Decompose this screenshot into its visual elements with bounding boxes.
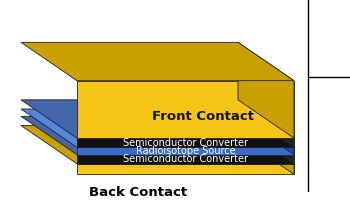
Polygon shape <box>238 126 294 174</box>
Text: Semiconductor Converter: Semiconductor Converter <box>123 138 248 148</box>
Text: Front Contact: Front Contact <box>152 110 254 123</box>
Polygon shape <box>21 109 294 147</box>
Polygon shape <box>21 100 294 138</box>
Polygon shape <box>77 155 294 164</box>
Polygon shape <box>21 116 294 155</box>
Polygon shape <box>21 42 294 81</box>
Polygon shape <box>77 81 294 138</box>
Polygon shape <box>238 100 294 147</box>
Polygon shape <box>238 42 294 138</box>
Polygon shape <box>77 138 294 147</box>
Text: Back Contact: Back Contact <box>89 186 187 199</box>
Polygon shape <box>21 126 294 164</box>
Polygon shape <box>77 164 294 174</box>
Text: Radioisotope Source: Radioisotope Source <box>136 146 235 156</box>
Text: Semiconductor Converter: Semiconductor Converter <box>123 154 248 164</box>
Polygon shape <box>238 109 294 155</box>
Polygon shape <box>77 147 294 155</box>
Polygon shape <box>238 116 294 164</box>
